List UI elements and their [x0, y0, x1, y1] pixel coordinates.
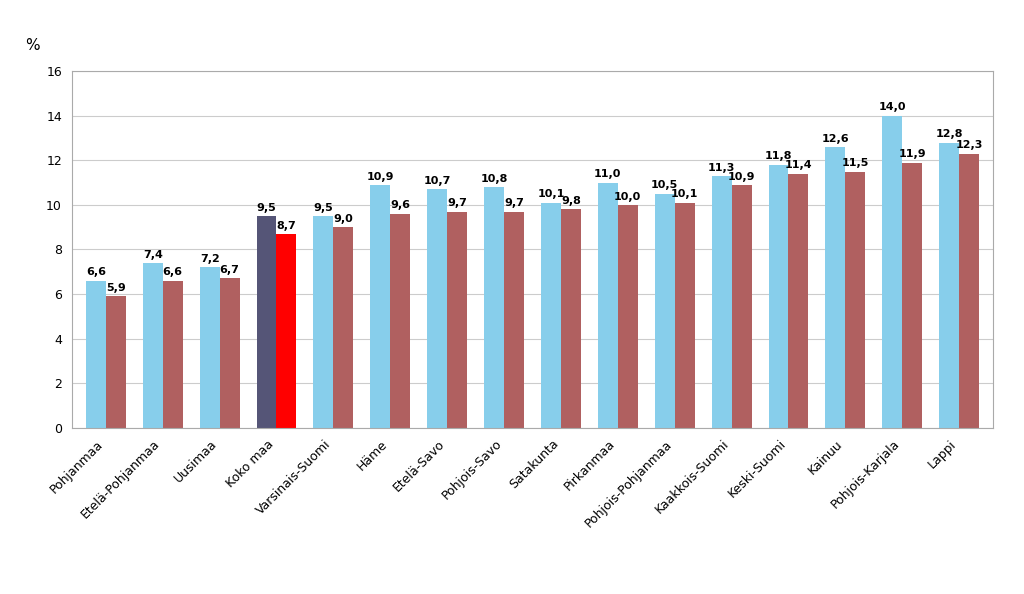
Text: 7,2: 7,2: [200, 254, 219, 264]
Bar: [825, 147, 846, 428]
Text: 9,6: 9,6: [390, 201, 411, 210]
Bar: [959, 154, 979, 428]
Text: %: %: [26, 39, 40, 53]
Bar: [484, 187, 504, 428]
Text: 9,0: 9,0: [334, 214, 353, 224]
Text: 11,5: 11,5: [842, 158, 869, 168]
Bar: [712, 176, 731, 428]
Text: 9,5: 9,5: [257, 203, 276, 213]
Bar: [390, 214, 411, 428]
Bar: [371, 185, 390, 428]
Text: 10,0: 10,0: [614, 192, 641, 201]
Bar: [654, 194, 675, 428]
Bar: [86, 280, 105, 428]
Text: 6,7: 6,7: [219, 265, 240, 275]
Bar: [142, 263, 163, 428]
Text: 10,8: 10,8: [480, 174, 508, 184]
Text: 12,3: 12,3: [955, 140, 983, 150]
Text: 8,7: 8,7: [276, 220, 296, 230]
Bar: [617, 205, 638, 428]
Bar: [883, 116, 902, 428]
Text: 11,8: 11,8: [765, 151, 793, 162]
Bar: [675, 203, 694, 428]
Text: 11,4: 11,4: [784, 160, 812, 170]
Text: 10,7: 10,7: [424, 176, 451, 186]
Text: 7,4: 7,4: [142, 249, 163, 260]
Text: 6,6: 6,6: [86, 267, 105, 277]
Text: 10,1: 10,1: [671, 189, 698, 200]
Bar: [902, 163, 923, 428]
Bar: [731, 185, 752, 428]
Text: 5,9: 5,9: [105, 283, 126, 293]
Text: 11,3: 11,3: [708, 163, 735, 173]
Text: 10,9: 10,9: [367, 172, 394, 182]
Text: 10,5: 10,5: [651, 181, 678, 191]
Text: 11,0: 11,0: [594, 169, 622, 179]
Bar: [427, 189, 447, 428]
Bar: [200, 267, 219, 428]
Text: 10,1: 10,1: [538, 189, 564, 200]
Text: 10,9: 10,9: [728, 172, 756, 182]
Bar: [219, 279, 240, 428]
Text: 6,6: 6,6: [163, 267, 182, 277]
Bar: [334, 227, 353, 428]
Text: 9,5: 9,5: [313, 203, 333, 213]
Bar: [504, 211, 524, 428]
Text: 11,9: 11,9: [898, 149, 926, 159]
Bar: [561, 210, 581, 428]
Text: 12,8: 12,8: [936, 129, 963, 139]
Bar: [598, 183, 617, 428]
Text: 14,0: 14,0: [879, 103, 906, 112]
Text: 12,6: 12,6: [821, 134, 849, 144]
Bar: [788, 174, 808, 428]
Bar: [447, 211, 467, 428]
Bar: [257, 216, 276, 428]
Bar: [276, 234, 296, 428]
Bar: [939, 143, 959, 428]
Bar: [541, 203, 561, 428]
Bar: [163, 280, 182, 428]
Bar: [313, 216, 334, 428]
Text: 9,7: 9,7: [504, 198, 524, 208]
Bar: [769, 165, 788, 428]
Text: 9,7: 9,7: [447, 198, 467, 208]
Text: 9,8: 9,8: [561, 196, 581, 206]
Bar: [846, 172, 865, 428]
Bar: [105, 296, 126, 428]
